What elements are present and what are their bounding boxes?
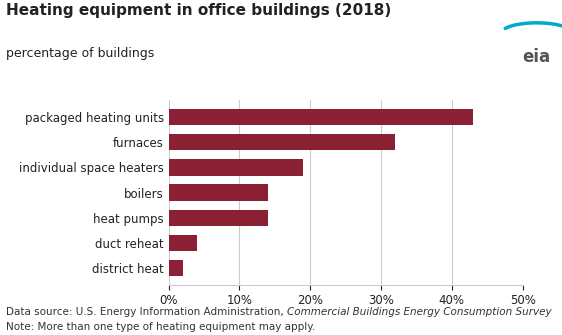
- Bar: [169, 109, 473, 125]
- Text: Heating equipment in office buildings (2018): Heating equipment in office buildings (2…: [6, 3, 391, 18]
- Bar: [169, 235, 197, 251]
- Text: percentage of buildings: percentage of buildings: [6, 47, 154, 60]
- Text: Note: More than one type of heating equipment may apply.: Note: More than one type of heating equi…: [6, 322, 315, 332]
- Text: Commercial Buildings Energy Consumption Survey: Commercial Buildings Energy Consumption …: [287, 307, 551, 317]
- Bar: [169, 159, 303, 176]
- Bar: [169, 210, 268, 226]
- Bar: [169, 185, 268, 201]
- Bar: [169, 134, 395, 150]
- Text: Data source: U.S. Energy Information Administration,: Data source: U.S. Energy Information Adm…: [6, 307, 287, 317]
- Bar: [169, 260, 183, 276]
- Text: eia: eia: [523, 48, 551, 66]
